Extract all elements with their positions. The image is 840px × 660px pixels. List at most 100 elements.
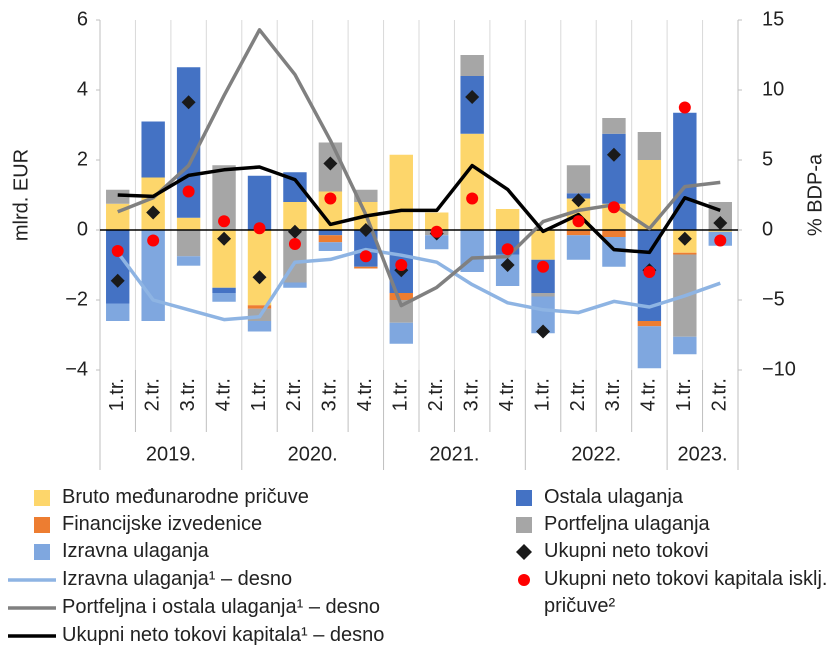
diamond-marker	[110, 273, 125, 288]
y2-tick-label: 0	[762, 218, 773, 240]
y-tick-label: 4	[77, 78, 88, 100]
diamond-marker	[465, 90, 480, 104]
bar-segment	[460, 76, 484, 134]
bar-segment	[318, 242, 343, 251]
dot-marker	[359, 250, 372, 263]
dot-marker	[253, 222, 266, 235]
x-tick-label: 2.tr.	[709, 378, 731, 411]
bar-segment	[212, 293, 236, 302]
dot-marker	[537, 260, 550, 273]
x-tick-label: 1.tr.	[531, 378, 553, 411]
legend-item: Ukupni neto tokovi kapitala¹ – desno	[8, 622, 384, 649]
bar-segment	[247, 230, 272, 306]
y-tick-label: 6	[77, 8, 88, 30]
dot-marker	[466, 192, 479, 205]
swatch	[34, 544, 50, 560]
legend-label: Financijske izvedenice	[62, 513, 263, 535]
bar-segment	[318, 230, 343, 236]
legend-swatch	[8, 634, 56, 638]
bar-segment	[141, 177, 165, 230]
diamond-marker	[358, 223, 373, 237]
bar-segment	[531, 230, 555, 260]
x-tick-label: 1.tr.	[390, 378, 412, 411]
bar-segment	[460, 55, 484, 76]
legend-swatch	[516, 490, 532, 506]
bar-segment	[389, 322, 413, 344]
bar-segment	[106, 303, 130, 321]
bar-segment	[283, 282, 307, 288]
y-tick-label: −4	[65, 358, 88, 380]
diamond-marker	[181, 95, 196, 110]
y2-tick-label: −5	[762, 288, 785, 310]
bar-segment	[460, 133, 484, 230]
y2-axis-label: % BDP-a	[804, 153, 826, 236]
dot-marker	[182, 185, 195, 198]
x-tick-label: 3.tr.	[177, 378, 199, 411]
x-tick-label: 4.tr.	[638, 378, 660, 411]
legend-item: Bruto međunarodne pričuve	[8, 484, 309, 511]
bar-segment	[318, 235, 343, 243]
diamond-marker	[252, 270, 267, 285]
legend-swatch	[8, 606, 56, 610]
x-tick-label: 3.tr.	[602, 378, 624, 411]
bar-segment	[566, 230, 591, 236]
bar-segment	[602, 133, 626, 204]
diamond-marker	[571, 193, 586, 208]
legend-swatch	[34, 490, 50, 506]
bar-segment	[602, 230, 626, 237]
swatch	[34, 490, 50, 506]
bar-segment	[531, 293, 555, 297]
dot-marker	[218, 215, 231, 228]
y-axis-label: mlrd. EUR	[10, 149, 32, 241]
bar-segment	[637, 132, 662, 160]
bar-segment	[247, 321, 272, 332]
bar-segment	[602, 118, 626, 134]
dot-marker	[643, 266, 656, 278]
bar-segment	[141, 230, 165, 321]
x-tick-label: 4.tr.	[496, 378, 518, 411]
bar-segment	[637, 321, 662, 327]
legend-label: Ukupni neto tokovi	[544, 540, 709, 562]
legend-item: Portfeljna ulaganja	[490, 511, 832, 538]
legend-swatch	[516, 544, 532, 560]
bar-segment	[495, 209, 520, 230]
swatch	[516, 490, 532, 506]
line-series	[117, 28, 721, 308]
bar-segment	[673, 252, 697, 255]
dot-marker	[324, 192, 337, 205]
legend-item: Portfeljna i ostala ulaganja¹ – desno	[8, 594, 380, 621]
diamond-marker	[606, 147, 621, 162]
bar-segment	[389, 154, 413, 230]
bar-segment	[212, 165, 236, 230]
diamond-marker	[287, 224, 302, 239]
dot-marker	[111, 245, 124, 257]
bar-segment	[389, 293, 413, 300]
legend-swatch	[8, 578, 56, 582]
dot-marker	[607, 201, 620, 214]
dot-marker	[678, 101, 691, 114]
bar-segment	[141, 121, 165, 178]
group-label: 2023.	[678, 443, 728, 465]
x-tick-label: 3.tr.	[460, 378, 482, 411]
swatch	[518, 574, 530, 586]
swatch	[34, 517, 50, 533]
legend-item: Izravna ulaganja	[8, 538, 209, 565]
dot-marker	[147, 234, 160, 247]
legend-label: Bruto međunarodne pričuve	[62, 486, 309, 508]
x-tick-label: 2.tr.	[425, 378, 447, 411]
bar-segment	[425, 212, 449, 230]
dot-marker	[430, 225, 443, 238]
legend-label: Izravna ulaganja¹ – desno	[62, 568, 293, 590]
bar-segment	[566, 165, 591, 194]
x-tick-label: 3.tr.	[319, 378, 341, 411]
swatch	[516, 517, 532, 533]
diamond-marker	[146, 205, 161, 220]
bar-segment	[389, 300, 413, 323]
bar-segment	[247, 305, 272, 309]
legend-label: Ukupni neto tokovi kapitala isklj. priču…	[544, 568, 828, 617]
bar-segment	[283, 172, 307, 202]
diamond-marker	[323, 156, 338, 171]
bar-segment	[566, 235, 591, 260]
